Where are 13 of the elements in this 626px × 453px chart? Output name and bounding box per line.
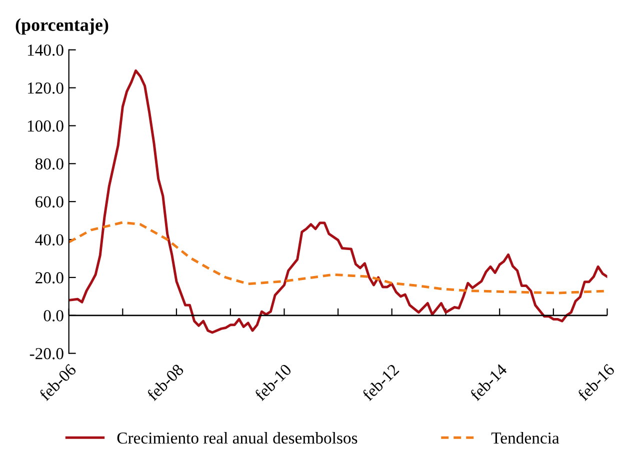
y-tick-label: 20.0 <box>36 272 64 284</box>
line-series <box>68 69 608 334</box>
y-tick-label: 120.0 <box>28 82 64 94</box>
legend-label: Crecimiento real anual desembolsos <box>117 432 358 444</box>
y-tick-label: 100.0 <box>28 120 64 132</box>
y-tick-label: 60.0 <box>36 196 64 208</box>
legend-label: Tendencia <box>491 432 560 444</box>
y-tick-label: 140.0 <box>28 44 64 56</box>
y-tick-label: 0.0 <box>44 310 64 322</box>
y-axis-title: (porcentaje) <box>16 18 108 35</box>
y-tick-label: 40.0 <box>35 234 64 246</box>
y-tick-label: -20.0 <box>30 348 64 360</box>
y-tick-label: 80.0 <box>35 158 64 170</box>
